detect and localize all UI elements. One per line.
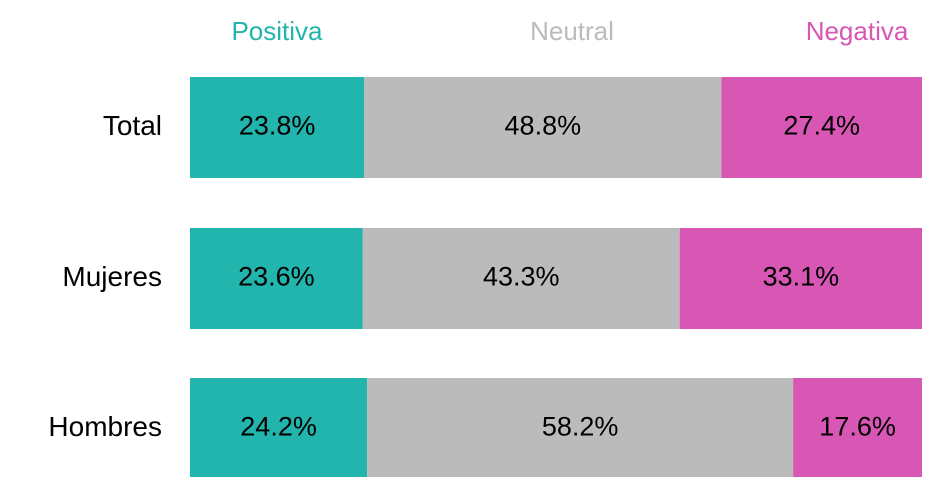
bar-segment: [190, 228, 363, 329]
bar-segment: [190, 77, 365, 178]
bar-segment: [679, 228, 922, 329]
value-label: 24.2%: [240, 412, 317, 442]
value-label: 27.4%: [783, 111, 860, 141]
value-label: 17.6%: [819, 412, 896, 442]
category-label: Mujeres: [62, 261, 162, 292]
bar-segment: [190, 378, 368, 479]
legend-label: Negativa: [806, 16, 909, 46]
value-label: 58.2%: [542, 412, 619, 442]
value-label: 33.1%: [763, 262, 840, 292]
legend-label: Positiva: [231, 16, 323, 46]
bar-segment: [364, 77, 722, 178]
value-label: 43.3%: [483, 262, 560, 292]
bar-segment: [793, 378, 922, 479]
value-label: 23.8%: [239, 111, 316, 141]
bar-segment: [367, 378, 794, 479]
category-label: Total: [103, 110, 162, 141]
bar-segment: [362, 228, 680, 329]
value-label: 48.8%: [505, 111, 582, 141]
bar-segment: [721, 77, 922, 178]
value-label: 23.6%: [238, 262, 315, 292]
legend-label: Neutral: [530, 16, 614, 46]
category-label: Hombres: [48, 411, 162, 442]
